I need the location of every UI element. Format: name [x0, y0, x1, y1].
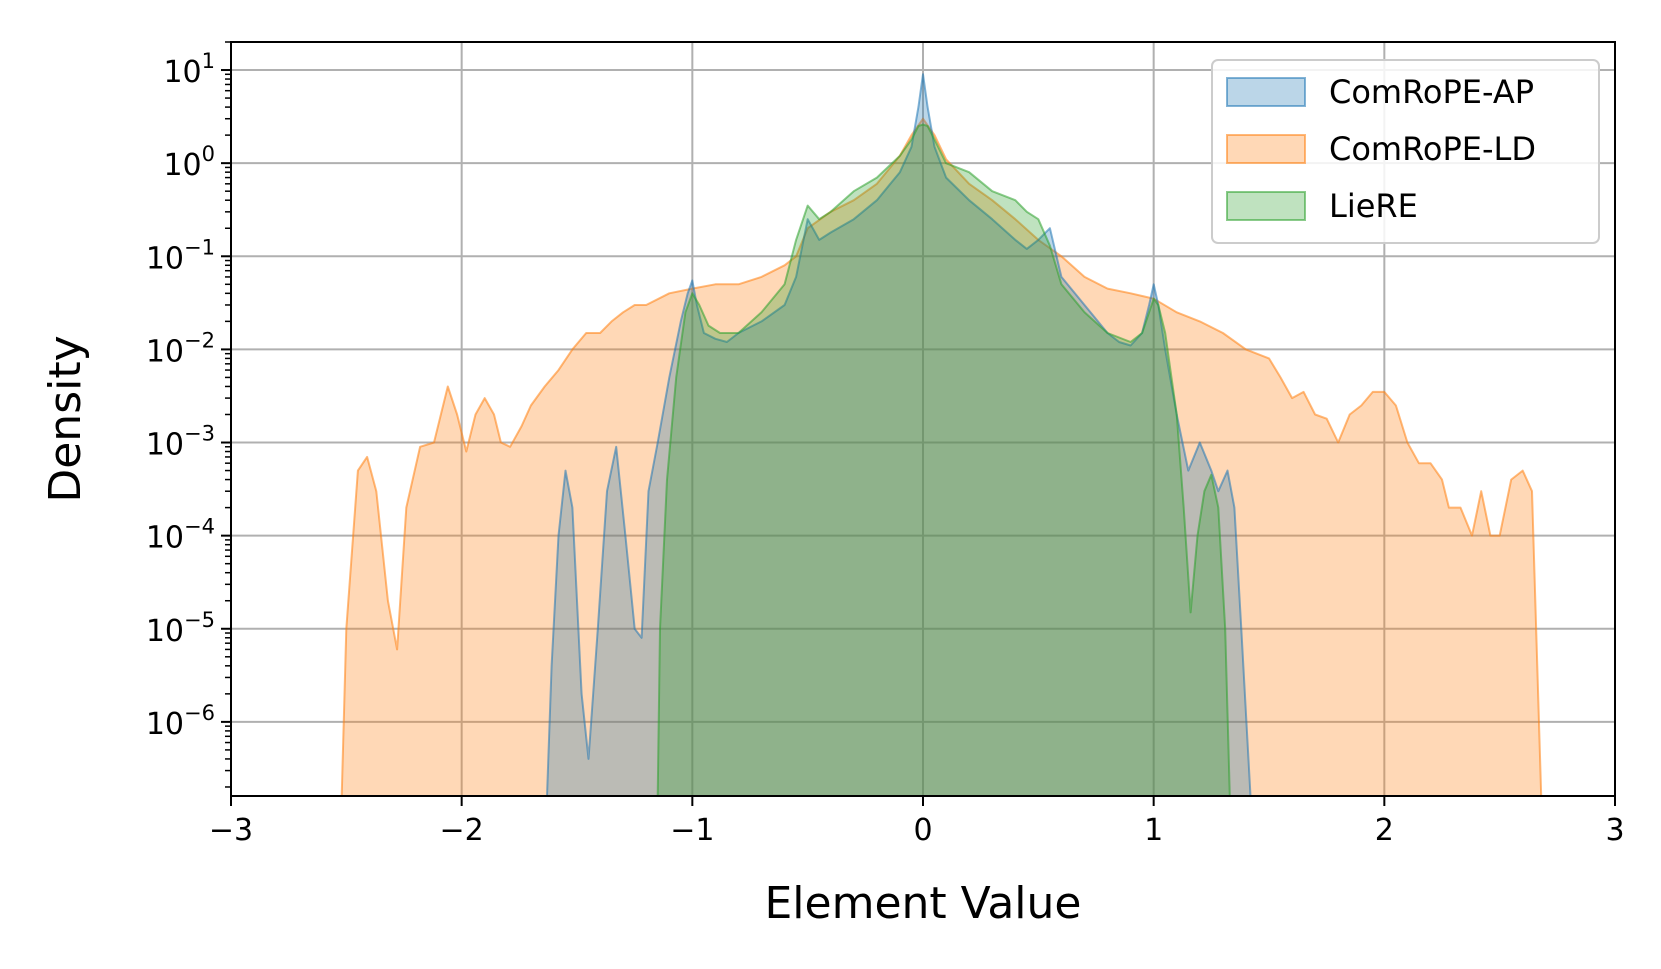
series-area: [546, 73, 1252, 797]
legend: ComRoPE-AP ComRoPE-LD LieRE: [1211, 59, 1600, 244]
legend-swatch: [1226, 134, 1306, 164]
y-tick-label: 10−3: [146, 422, 215, 463]
series-areas: [340, 73, 1543, 797]
y-tick-label: 100: [163, 142, 215, 183]
x-tick-label: −3: [209, 813, 253, 848]
legend-label: ComRoPE-LD: [1329, 130, 1536, 168]
y-tick-label: 101: [163, 49, 215, 90]
x-tick-label: 2: [1375, 813, 1394, 848]
x-tick-label: 0: [913, 813, 932, 848]
x-tick-label: 1: [1144, 813, 1163, 848]
legend-box: [1211, 59, 1600, 244]
y-axis-label: Density: [40, 335, 91, 502]
series-area: [656, 123, 1231, 797]
y-tick-label: 10−6: [146, 701, 215, 742]
x-tick-label: −2: [440, 813, 484, 848]
y-tick-label: 10−1: [146, 235, 215, 276]
axis-ticks: −3 −2 −1 0 1 2 3 10−6 10−5 10−4 10−3 10−2 10−1 100 101: [146, 41, 1625, 848]
legend-swatch: [1226, 77, 1306, 107]
x-axis-label: Element Value: [765, 878, 1082, 929]
legend-label: LieRE: [1329, 187, 1418, 225]
grid: [230, 42, 1616, 796]
legend-swatch: [1226, 191, 1306, 221]
x-tick-label: 3: [1605, 813, 1624, 848]
y-tick-label: 10−2: [146, 328, 215, 369]
y-tick-label: 10−4: [146, 515, 215, 556]
y-tick-label: 10−5: [146, 608, 215, 649]
x-tick-label: −1: [670, 813, 714, 848]
legend-label: ComRoPE-AP: [1329, 73, 1534, 111]
